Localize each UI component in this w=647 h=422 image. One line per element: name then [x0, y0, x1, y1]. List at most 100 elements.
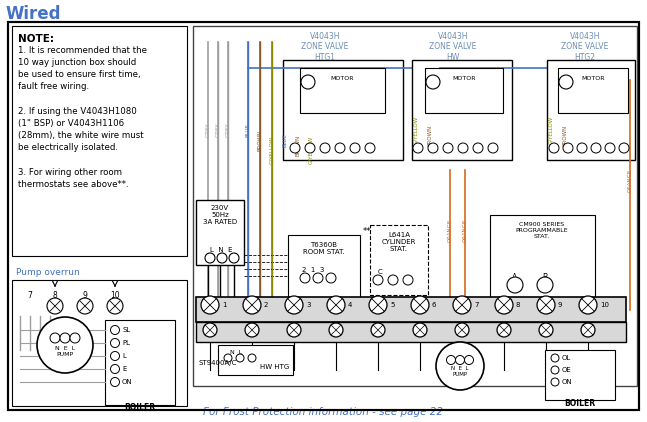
Circle shape [335, 143, 345, 153]
Text: BLUE: BLUE [283, 133, 287, 147]
Bar [300, 68, 385, 113]
Circle shape [248, 354, 256, 362]
Circle shape [245, 323, 259, 337]
Text: Wired: Wired [5, 5, 61, 23]
Circle shape [453, 296, 471, 314]
Circle shape [111, 338, 120, 347]
Circle shape [413, 323, 427, 337]
Text: 3: 3 [306, 302, 311, 308]
Text: PL: PL [122, 340, 130, 346]
Circle shape [465, 355, 474, 365]
Circle shape [507, 277, 523, 293]
Text: GREY: GREY [206, 123, 210, 137]
Text: ORANGE: ORANGE [448, 218, 452, 242]
Text: ON: ON [562, 379, 573, 385]
Circle shape [455, 323, 469, 337]
Bar [196, 200, 244, 265]
Text: 5: 5 [390, 302, 395, 308]
Circle shape [369, 296, 387, 314]
Circle shape [327, 296, 345, 314]
Text: E: E [122, 366, 126, 372]
Circle shape [388, 275, 398, 285]
Circle shape [217, 253, 227, 263]
Bar [545, 350, 615, 400]
Circle shape [413, 143, 423, 153]
Text: NOTE:: NOTE: [18, 34, 54, 44]
Circle shape [473, 143, 483, 153]
Circle shape [551, 366, 559, 374]
Bar [425, 68, 503, 113]
Text: 2  1  3: 2 1 3 [302, 267, 324, 273]
Circle shape [350, 143, 360, 153]
Text: 4: 4 [348, 302, 353, 308]
Circle shape [287, 323, 301, 337]
Text: B: B [542, 273, 547, 282]
Circle shape [577, 143, 587, 153]
Bar [490, 215, 595, 310]
Text: C: C [378, 269, 382, 275]
Circle shape [371, 323, 385, 337]
Circle shape [591, 143, 601, 153]
Text: BROWN: BROWN [428, 124, 432, 146]
Circle shape [70, 333, 80, 343]
Circle shape [549, 143, 559, 153]
Circle shape [111, 378, 120, 387]
Circle shape [411, 296, 429, 314]
Circle shape [305, 143, 315, 153]
Text: 7: 7 [474, 302, 479, 308]
Text: 1: 1 [222, 302, 226, 308]
Circle shape [497, 323, 511, 337]
Circle shape [111, 352, 120, 360]
Bar [370, 225, 428, 295]
Circle shape [619, 143, 629, 153]
Bar [196, 322, 626, 342]
Circle shape [50, 333, 60, 343]
Circle shape [201, 296, 219, 314]
Circle shape [301, 75, 315, 89]
Circle shape [458, 143, 468, 153]
Text: BROWN: BROWN [258, 130, 263, 151]
Bar [283, 60, 403, 160]
Circle shape [300, 273, 310, 283]
Text: SL: SL [122, 327, 130, 333]
Text: MOTOR: MOTOR [452, 76, 476, 81]
Circle shape [443, 143, 453, 153]
Circle shape [551, 378, 559, 386]
Circle shape [551, 354, 559, 362]
Circle shape [37, 317, 93, 373]
Text: MOTOR: MOTOR [330, 76, 354, 81]
Circle shape [290, 143, 300, 153]
Circle shape [77, 298, 93, 314]
Text: BROWN: BROWN [296, 134, 300, 156]
Text: G/YELLOW: G/YELLOW [549, 116, 553, 144]
Circle shape [488, 143, 498, 153]
Circle shape [229, 253, 239, 263]
Bar [105, 320, 175, 405]
Circle shape [537, 296, 555, 314]
Text: V4043H
ZONE VALVE
HW: V4043H ZONE VALVE HW [430, 32, 477, 62]
Circle shape [243, 296, 261, 314]
Text: N  L: N L [230, 349, 242, 354]
Text: N  E  L: N E L [451, 365, 468, 371]
Text: V4043H
ZONE VALVE
HTG1: V4043H ZONE VALVE HTG1 [302, 32, 349, 62]
Circle shape [205, 253, 215, 263]
Text: For Frost Protection information - see page 22: For Frost Protection information - see p… [203, 407, 443, 417]
Circle shape [203, 323, 217, 337]
Text: HW HTG: HW HTG [260, 364, 289, 370]
Circle shape [539, 323, 553, 337]
Text: GREY: GREY [226, 123, 230, 137]
Circle shape [455, 355, 465, 365]
Text: 10: 10 [600, 302, 609, 308]
Bar [12, 280, 187, 406]
Text: 8: 8 [516, 302, 520, 308]
Circle shape [285, 296, 303, 314]
Text: PUMP: PUMP [452, 373, 468, 378]
Text: 10: 10 [110, 292, 120, 300]
Circle shape [373, 275, 383, 285]
Text: L: L [122, 353, 126, 359]
Circle shape [320, 143, 330, 153]
Circle shape [426, 75, 440, 89]
Circle shape [326, 273, 336, 283]
Text: G/YELLOW: G/YELLOW [270, 136, 274, 164]
Text: PUMP: PUMP [56, 352, 74, 357]
